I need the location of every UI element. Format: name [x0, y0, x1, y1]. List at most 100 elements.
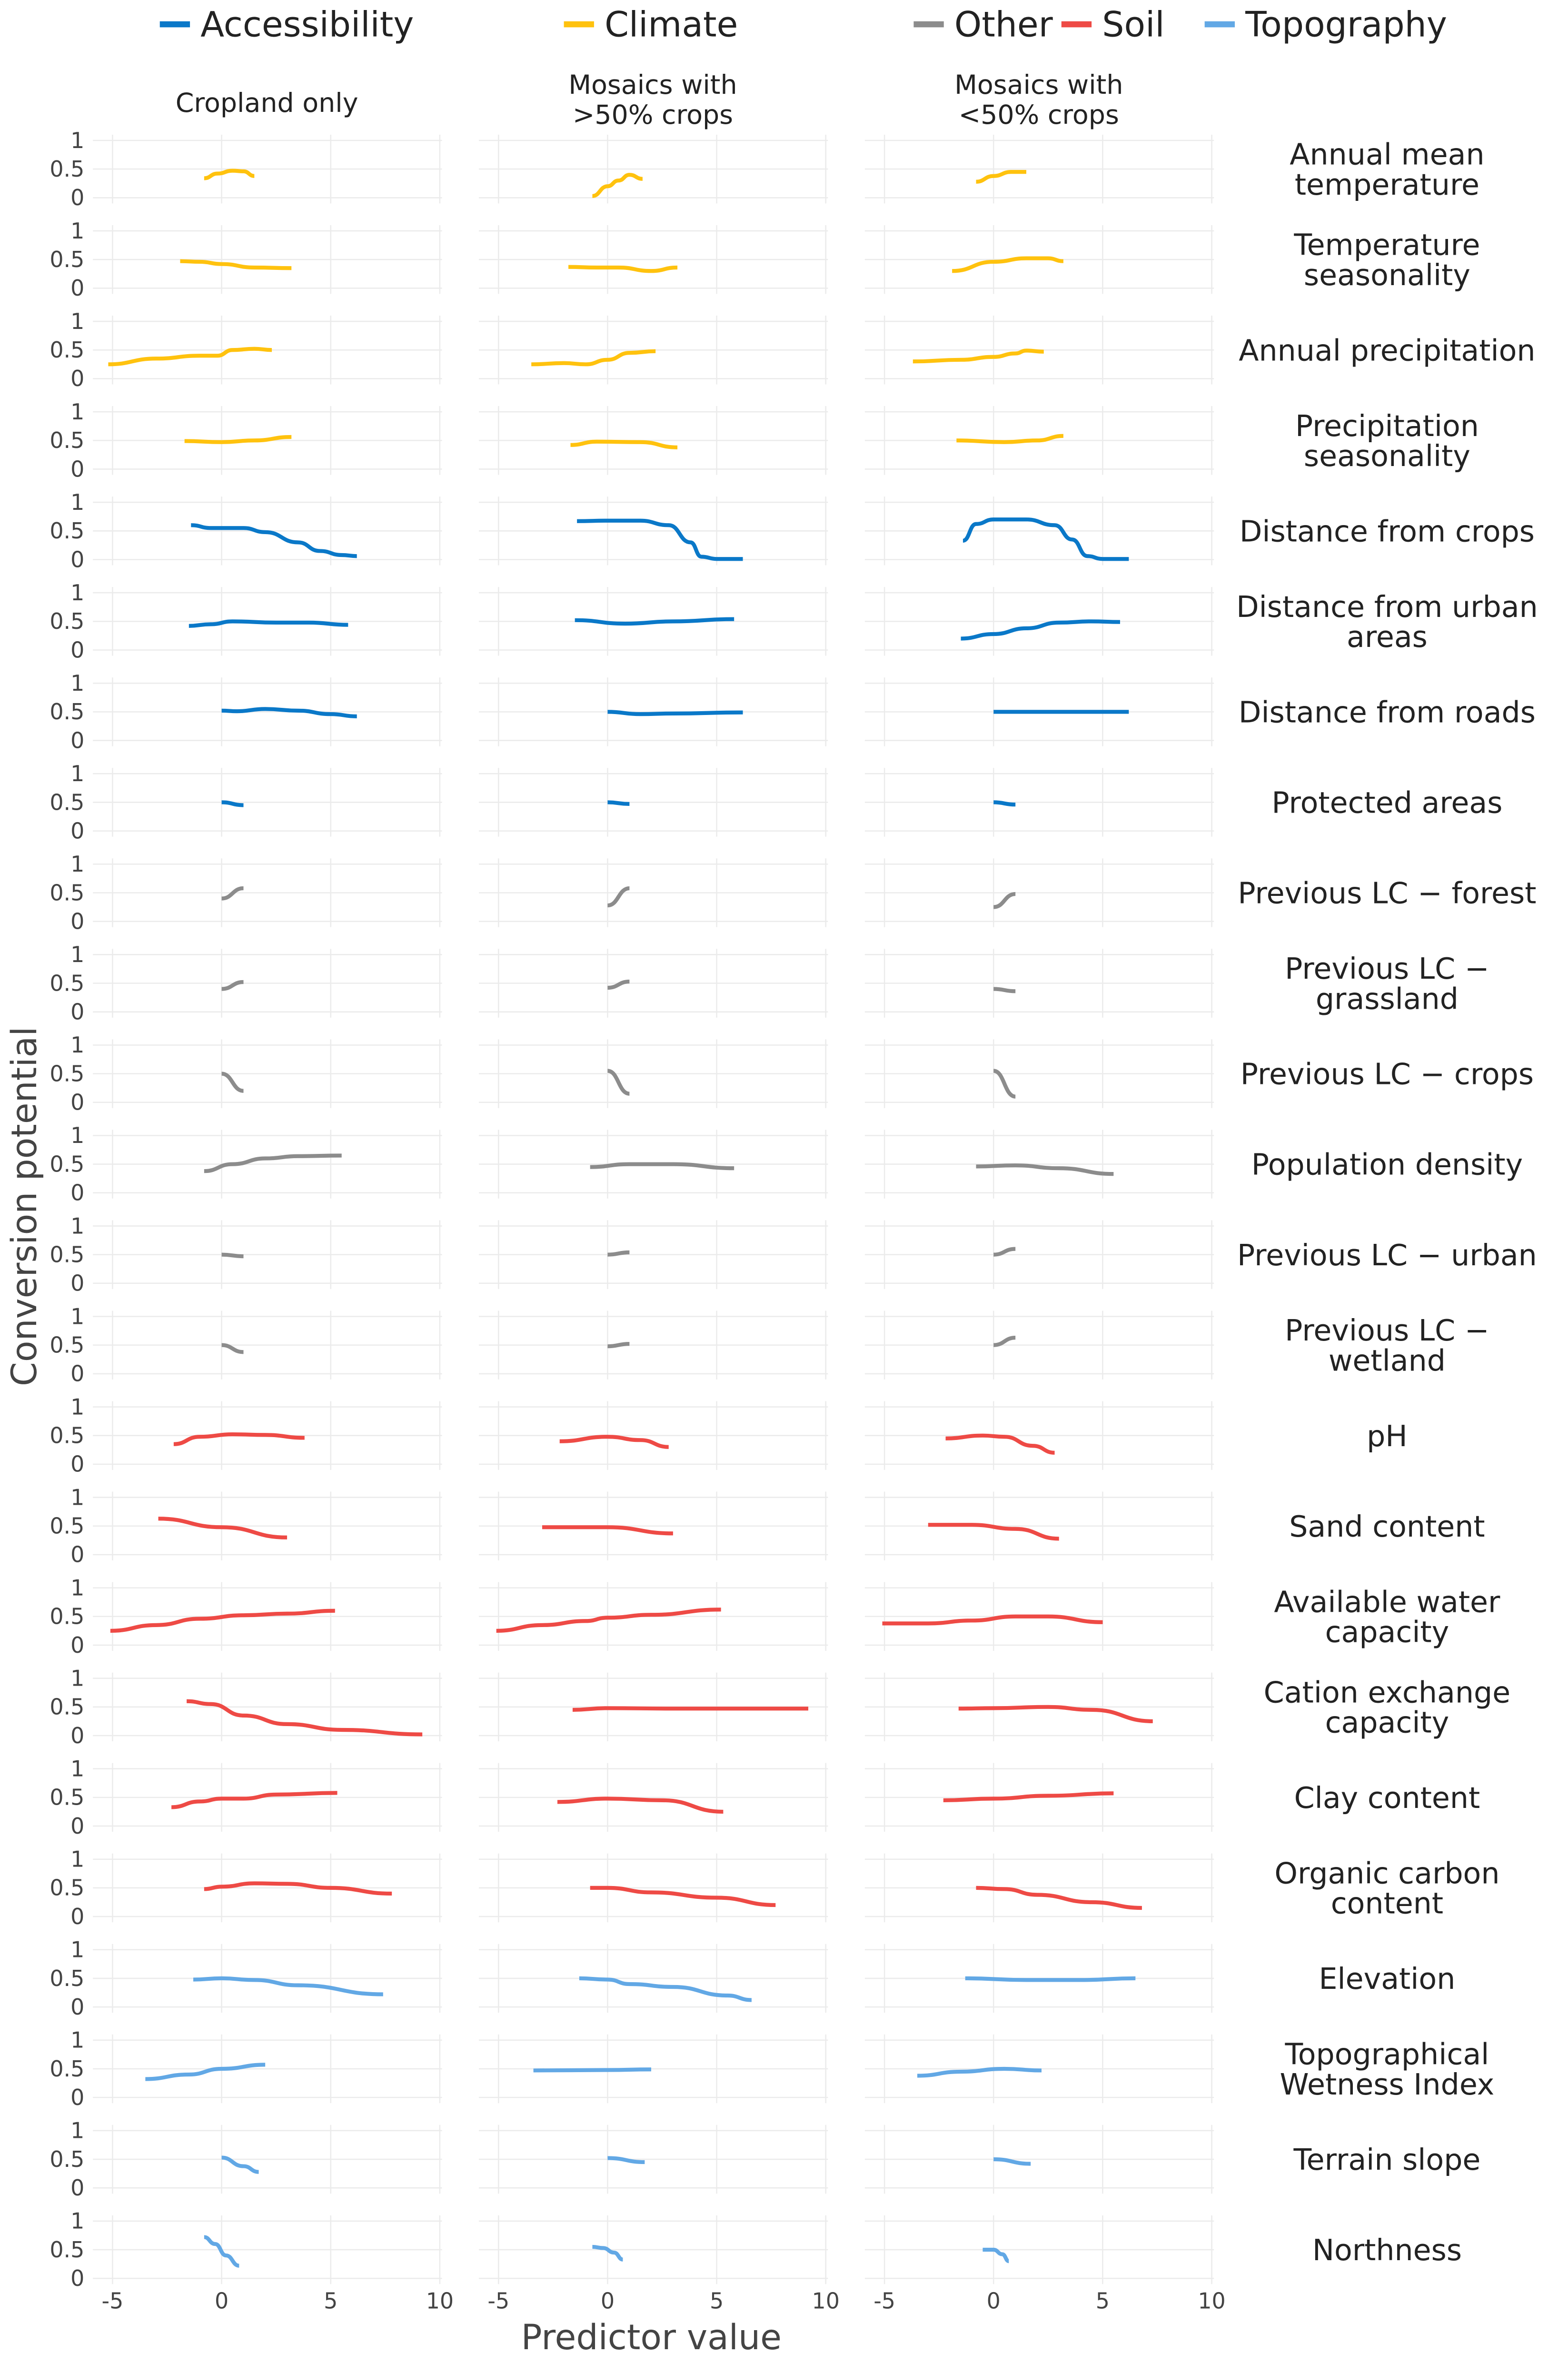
curve-climate	[570, 439, 678, 449]
panel	[93, 316, 442, 385]
panel	[479, 496, 828, 566]
panel	[93, 1672, 442, 1742]
curve-topography	[982, 2247, 1010, 2264]
curve-climate	[568, 265, 678, 273]
panel	[93, 1311, 442, 1380]
y-tick-label: 0	[70, 1904, 84, 1929]
x-axis-title: Predictor value	[521, 2317, 782, 2358]
panel	[479, 1491, 828, 1560]
row-label: Annual precipitation	[1239, 333, 1535, 367]
panel	[93, 1401, 442, 1470]
y-tick-label: 0	[70, 1271, 84, 1296]
y-tick-label: 0.5	[50, 1604, 84, 1629]
row-label: Previous LC − urban	[1237, 1238, 1537, 1272]
x-tick-label: 10	[812, 2288, 840, 2314]
panel	[93, 677, 442, 746]
y-tick-label: 1	[70, 1937, 84, 1963]
y-tick-label: 1	[70, 1394, 84, 1420]
curve-accessibility	[575, 617, 734, 626]
panel	[864, 768, 1214, 837]
curve-soil	[158, 1517, 288, 1539]
y-tick-label: 0.5	[50, 427, 84, 453]
curve-soil	[928, 1523, 1059, 1541]
panel	[93, 2215, 442, 2284]
curve-soil	[110, 1608, 335, 1633]
curve-other	[221, 1252, 244, 1259]
panel	[479, 406, 828, 475]
legend-label-accessibility: Accessibility	[200, 4, 414, 45]
y-axis-title: Conversion potential	[4, 1027, 45, 1386]
panel	[479, 768, 828, 837]
panel	[93, 2125, 442, 2194]
x-tick-label: 10	[1198, 2288, 1225, 2314]
panel	[864, 858, 1214, 927]
y-tick-label: 0	[70, 999, 84, 1025]
row-label: Protected areas	[1271, 786, 1502, 820]
y-tick-label: 1	[70, 1575, 84, 1600]
y-tick-label: 0.5	[50, 970, 84, 996]
y-tick-label: 1	[70, 218, 84, 244]
column-header: Mosaics with	[954, 70, 1123, 100]
y-tick-label: 0.5	[50, 1423, 84, 1449]
panel	[479, 949, 828, 1018]
y-tick-label: 0	[70, 1542, 84, 1568]
panel	[479, 1039, 828, 1108]
row-label: Previous LC −	[1285, 952, 1489, 986]
curve-accessibility	[189, 619, 348, 628]
panel	[93, 1582, 442, 1651]
y-tick-label: 0	[70, 818, 84, 844]
panel	[479, 1220, 828, 1289]
x-tick-label: 0	[601, 2288, 615, 2314]
panel	[864, 496, 1214, 566]
panel	[864, 1944, 1214, 2013]
y-tick-label: 1	[70, 308, 84, 334]
y-tick-label: 0	[70, 546, 84, 572]
x-tick-label: 10	[426, 2288, 454, 2314]
panel	[479, 316, 828, 385]
row-label: Previous LC − crops	[1241, 1057, 1534, 1092]
row-label: temperature	[1295, 168, 1479, 202]
curve-other	[221, 980, 244, 991]
panel	[93, 587, 442, 656]
curve-other	[204, 1153, 342, 1173]
y-tick-label: 0	[70, 1180, 84, 1206]
row-label: Temperature	[1293, 228, 1480, 262]
curve-other	[221, 886, 244, 901]
panel	[864, 1763, 1214, 1832]
curve-other	[993, 1069, 1016, 1099]
curve-climate	[592, 173, 643, 198]
y-tick-label: 0	[70, 275, 84, 301]
column-header: <50% crops	[959, 100, 1119, 130]
y-tick-label: 0.5	[50, 1241, 84, 1267]
panel	[864, 1401, 1214, 1470]
curve-accessibility	[221, 707, 357, 719]
y-tick-label: 0	[70, 366, 84, 391]
row-label: Distance from urban	[1236, 590, 1538, 624]
curve-accessibility	[221, 800, 244, 807]
panel	[93, 949, 442, 1018]
y-tick-label: 0.5	[50, 880, 84, 905]
y-tick-label: 1	[70, 1665, 84, 1691]
curve-climate	[976, 170, 1026, 184]
curve-accessibility	[577, 518, 743, 561]
panel	[864, 1582, 1214, 1651]
y-tick-label: 0.5	[50, 2146, 84, 2172]
row-label: Wetness Index	[1280, 2067, 1495, 2102]
row-label: capacity	[1325, 1706, 1449, 1740]
curve-topography	[993, 2157, 1031, 2166]
y-tick-label: 0	[70, 456, 84, 482]
curve-other	[607, 1069, 630, 1096]
y-tick-label: 1	[70, 1847, 84, 1872]
x-tick-label: -5	[102, 2288, 124, 2314]
curve-topography	[917, 2066, 1042, 2078]
y-tick-label: 0.5	[50, 247, 84, 272]
curve-soil	[572, 1706, 808, 1712]
y-tick-label: 1	[70, 1032, 84, 1058]
panel	[93, 225, 442, 294]
panel	[93, 1130, 442, 1199]
column-header: Cropland only	[176, 88, 358, 119]
panel	[479, 1944, 828, 2013]
y-tick-label: 0.5	[50, 608, 84, 634]
panels: 0 0.5 1 0 0.5 1 0 0.5 1 0 0.5 1 0 0.5 1 0 0.5 1 0 0.5 1 0 0.5 1…	[50, 128, 1214, 2291]
y-tick-label: 1	[70, 851, 84, 877]
